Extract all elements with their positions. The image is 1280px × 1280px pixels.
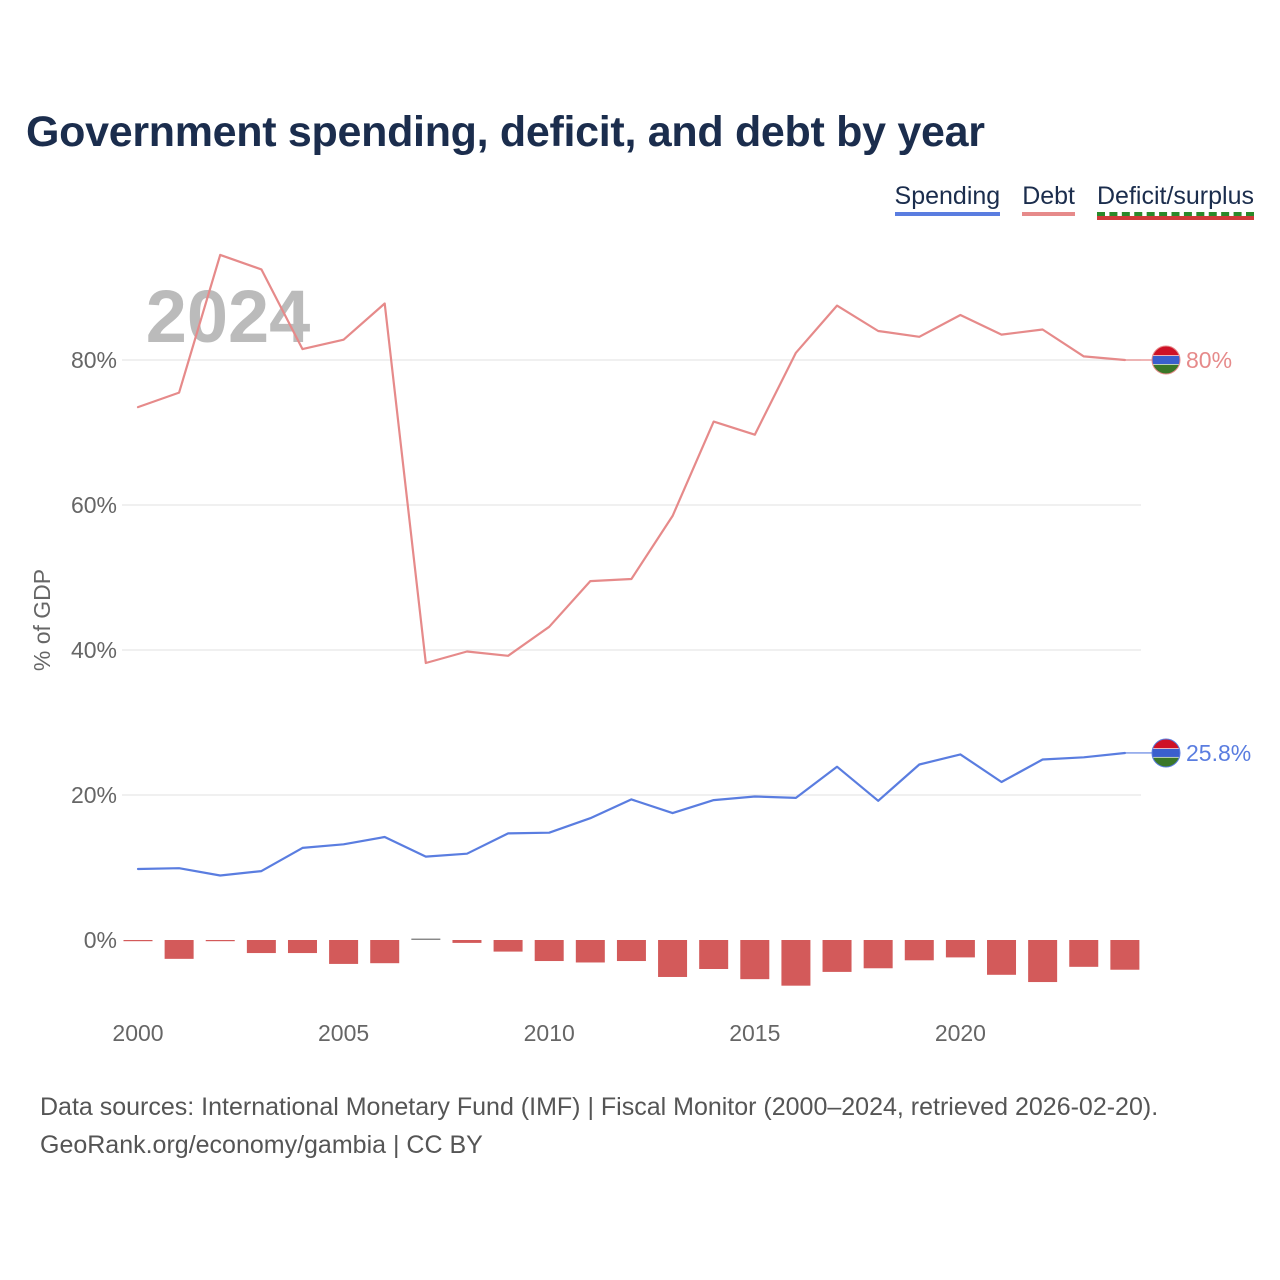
deficit-bar <box>246 940 276 954</box>
legend-spending[interactable]: Spending <box>894 182 1001 216</box>
deficit-bar <box>123 940 153 942</box>
deficit-bar <box>493 940 523 952</box>
deficit-bar <box>616 940 646 962</box>
y-tick-label: 0% <box>84 927 117 953</box>
flag-stripes <box>1152 738 1180 767</box>
y-tick-label: 60% <box>71 492 117 518</box>
gambia-flag-icon <box>1151 738 1181 768</box>
spending-line <box>136 751 1127 877</box>
deficit-bar <box>699 940 729 969</box>
deficit-bar <box>534 940 564 962</box>
x-tick-label: 2005 <box>318 1020 369 1046</box>
source-link[interactable]: GeoRank.org/economy/gambia | CC BY <box>40 1131 483 1159</box>
axes: 0% 20% 40% 60% 80% 2000 2005 2010 2015 2020 % of G… <box>29 347 986 1046</box>
deficit-bar <box>987 940 1017 975</box>
deficit-bar <box>1110 940 1140 970</box>
end-labels: 80% 25.8% <box>1151 345 1251 768</box>
data-sources: Data sources: International Monetary Fun… <box>40 1093 1159 1121</box>
legend-deficit-surplus[interactable]: Deficit/surplus <box>1097 182 1254 216</box>
chart-title: Government spending, deficit, and debt b… <box>26 108 985 156</box>
gambia-flag-icon <box>1151 345 1181 375</box>
flag-stripes <box>1152 346 1180 374</box>
y-tick-label: 40% <box>71 637 117 663</box>
deficit-bar <box>411 938 441 940</box>
debt-end-label: 80% <box>1186 347 1232 373</box>
deficit-bar <box>287 940 317 954</box>
deficit-bar <box>822 940 852 972</box>
x-tick-label: 2020 <box>935 1020 986 1046</box>
deficit-bar <box>205 940 235 942</box>
legend: Spending Debt Deficit/surplus <box>894 182 1254 216</box>
year-watermark: 2024 <box>146 275 311 358</box>
grid-lines <box>122 359 1141 796</box>
spending-end-label: 25.8% <box>1186 740 1251 766</box>
x-tick-label: 2010 <box>524 1020 575 1046</box>
flag-ring <box>1151 345 1181 375</box>
deficit-bar <box>452 940 482 943</box>
deficit-bar <box>575 940 605 963</box>
flag-stripe-green <box>1152 364 1180 374</box>
deficit-bar <box>658 940 688 977</box>
y-axis-title: % of GDP <box>29 569 55 671</box>
deficit-bar <box>1028 940 1058 983</box>
deficit-bar <box>164 940 194 959</box>
debt-line <box>136 253 1127 665</box>
legend-debt[interactable]: Debt <box>1022 182 1075 216</box>
x-tick-label: 2000 <box>112 1020 163 1046</box>
deficit-bar <box>370 940 400 964</box>
flag-stripe-blue <box>1152 356 1180 364</box>
deficit-bar <box>945 940 975 958</box>
deficit-bar <box>740 940 770 980</box>
x-tick-label: 2015 <box>729 1020 780 1046</box>
flag-ring <box>1151 738 1181 768</box>
deficit-bar <box>904 940 934 961</box>
flag-stripe-blue <box>1152 748 1180 757</box>
deficit-bar <box>781 940 811 986</box>
deficit-bar <box>863 940 893 969</box>
deficit-bar <box>329 940 359 964</box>
deficit-bar <box>1069 940 1099 967</box>
y-tick-label: 20% <box>71 782 117 808</box>
flag-stripe-red <box>1152 738 1180 750</box>
footer: Data sources: International Monetary Fun… <box>40 1088 1158 1164</box>
flag-stripe-red <box>1152 346 1180 357</box>
y-tick-label: 80% <box>71 347 117 373</box>
flag-stripe-green <box>1152 757 1180 767</box>
deficit-bars <box>123 938 1140 986</box>
